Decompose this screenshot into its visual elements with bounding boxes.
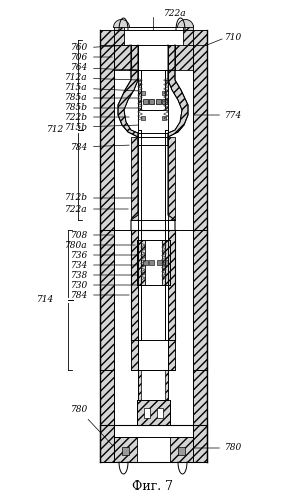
Text: 722b: 722b — [65, 112, 129, 122]
Text: 734: 734 — [71, 260, 138, 270]
Text: 780: 780 — [194, 444, 242, 452]
Bar — [193, 425, 207, 462]
Bar — [162, 91, 166, 95]
Bar — [193, 230, 207, 370]
Text: 764: 764 — [71, 64, 136, 72]
Bar — [162, 99, 167, 104]
Text: 715b: 715b — [65, 122, 138, 132]
Bar — [114, 437, 137, 462]
Bar — [178, 447, 185, 455]
Bar — [141, 91, 145, 95]
Bar — [137, 240, 145, 285]
Text: 784: 784 — [71, 290, 129, 300]
Text: 722a: 722a — [65, 204, 128, 214]
Text: 760: 760 — [71, 44, 130, 52]
Text: 710: 710 — [225, 34, 242, 42]
Text: 785b: 785b — [65, 104, 138, 112]
Bar — [162, 240, 170, 285]
Bar — [144, 408, 150, 418]
Text: 780: 780 — [71, 406, 113, 446]
Bar — [100, 230, 114, 370]
Text: 785a: 785a — [65, 94, 138, 102]
Bar — [100, 30, 114, 45]
Bar — [170, 437, 193, 462]
Bar — [143, 260, 148, 265]
Bar — [122, 447, 129, 455]
Bar — [149, 99, 154, 104]
Bar — [165, 370, 168, 400]
Text: Фиг. 7: Фиг. 7 — [133, 480, 173, 492]
Bar — [131, 230, 138, 370]
Bar — [143, 99, 148, 104]
Bar — [138, 370, 141, 400]
Text: 774: 774 — [194, 110, 242, 120]
Bar — [131, 45, 138, 70]
Bar — [168, 340, 175, 370]
Bar — [100, 30, 114, 462]
Polygon shape — [118, 70, 138, 137]
Bar — [157, 260, 162, 265]
Bar — [100, 425, 114, 462]
Bar — [193, 30, 207, 45]
Bar — [131, 340, 138, 370]
Bar — [193, 30, 207, 462]
Bar — [138, 80, 141, 110]
Text: 736: 736 — [71, 250, 138, 260]
Bar — [165, 80, 168, 110]
Text: 708: 708 — [71, 230, 113, 239]
Bar — [149, 260, 154, 265]
Bar — [163, 260, 168, 265]
Bar — [162, 116, 166, 120]
Bar — [157, 408, 163, 418]
Text: 730: 730 — [71, 280, 138, 289]
Bar — [183, 25, 193, 45]
Bar — [141, 116, 145, 120]
Bar — [156, 99, 161, 104]
Text: 780a: 780a — [65, 240, 135, 250]
Bar — [175, 45, 193, 70]
Text: 784: 784 — [71, 142, 129, 152]
Text: 715a: 715a — [65, 84, 138, 92]
Bar — [137, 400, 170, 425]
Text: 712b: 712b — [65, 194, 135, 202]
Bar — [114, 45, 131, 70]
Text: 712: 712 — [47, 126, 65, 134]
Bar — [131, 137, 138, 220]
Text: 738: 738 — [71, 270, 138, 280]
Bar — [168, 230, 175, 370]
Text: 712a: 712a — [65, 74, 136, 82]
Polygon shape — [168, 70, 188, 137]
Bar — [168, 137, 175, 220]
Bar — [114, 25, 124, 45]
Bar — [168, 45, 175, 70]
Text: 722a: 722a — [164, 10, 186, 18]
Text: 706: 706 — [71, 52, 112, 62]
Text: 714: 714 — [37, 296, 55, 304]
